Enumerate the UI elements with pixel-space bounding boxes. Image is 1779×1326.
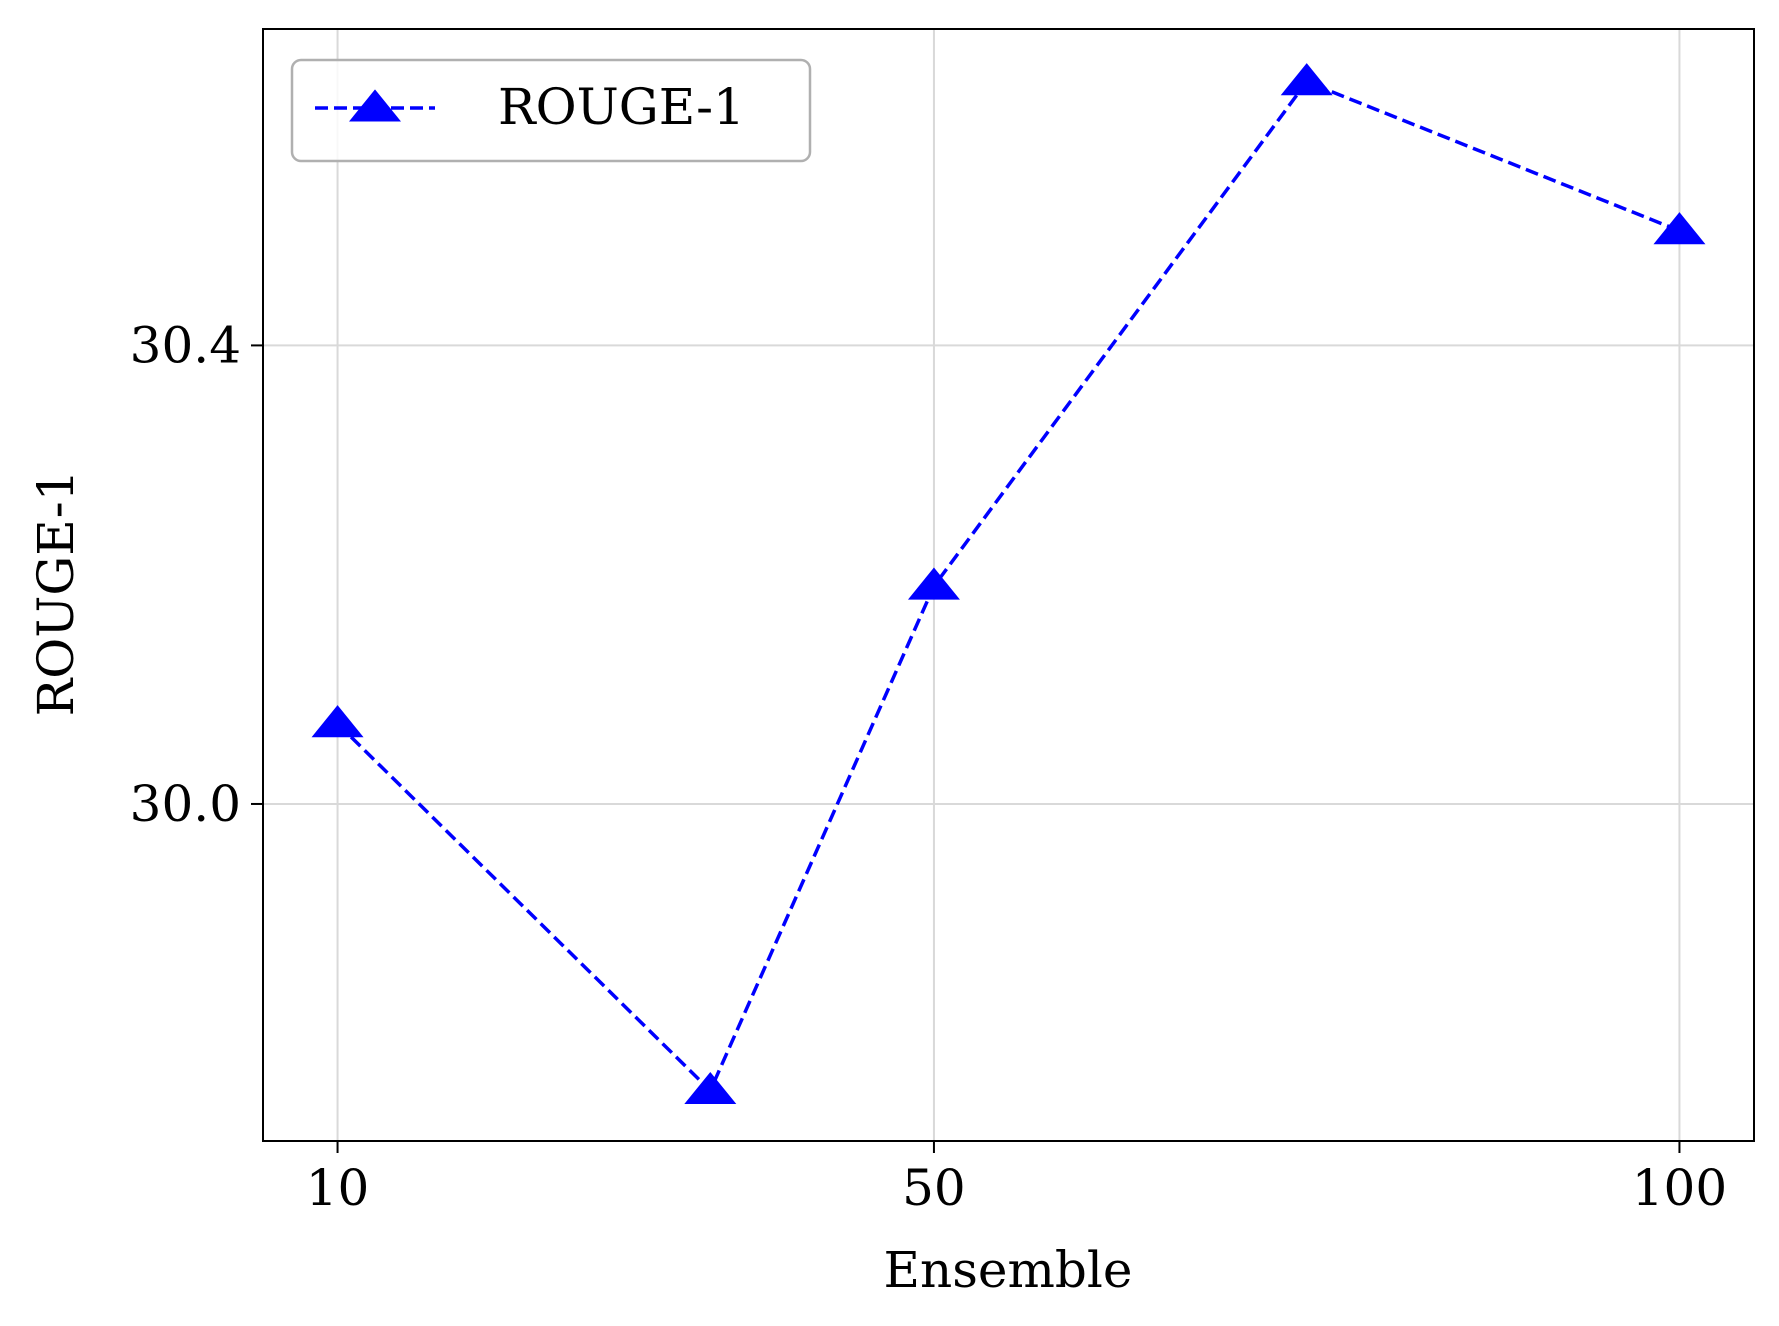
axes: 10 50 100 30.0 30.4	[130, 316, 1727, 1217]
data-point-marker	[1653, 212, 1706, 245]
y-tick-label: 30.4	[130, 316, 241, 374]
x-axis-title: Ensemble	[884, 1241, 1133, 1299]
y-axis-title: ROUGE-1	[27, 470, 85, 717]
data-point-marker	[311, 705, 364, 738]
legend-label: ROUGE-1	[498, 78, 745, 136]
legend-marker-triangle-icon	[349, 89, 401, 122]
series-layer	[311, 63, 1706, 1105]
x-tick-label: 50	[902, 1159, 966, 1217]
data-point-marker	[1280, 63, 1333, 96]
data-point-marker	[684, 1071, 737, 1105]
legend-frame	[290, 58, 812, 163]
plot-area-frame	[262, 28, 1755, 1142]
data-point-marker	[907, 567, 960, 600]
legend: ROUGE-1	[290, 58, 812, 163]
y-tick-label: 30.0	[130, 775, 241, 833]
x-tick-label: 10	[306, 1159, 370, 1217]
x-tick-label: 100	[1632, 1159, 1727, 1217]
